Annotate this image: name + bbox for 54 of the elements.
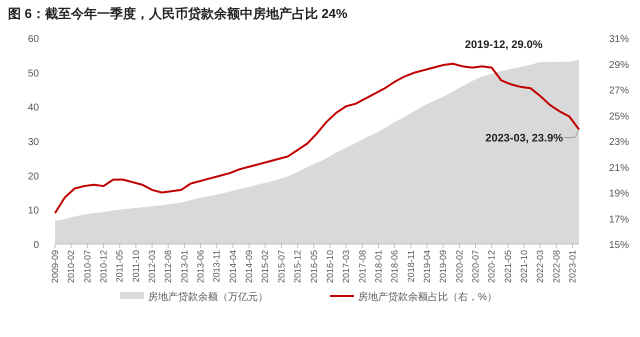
x-tick-label: 2010-02 xyxy=(66,250,76,284)
x-tick-label: 2023-01 xyxy=(568,250,578,284)
x-tick-label: 2019-04 xyxy=(422,250,432,284)
y2-tick-label: 29% xyxy=(609,60,630,71)
x-tick-label: 2021-05 xyxy=(502,250,513,284)
x-tick-label: 2021-10 xyxy=(519,250,530,284)
y2-tick-label: 19% xyxy=(609,188,630,200)
x-tick-label: 2009-09 xyxy=(50,250,60,284)
x-tick-label: 2012-03 xyxy=(147,250,158,284)
x-tick-label: 2015-02 xyxy=(260,250,270,284)
x-tick-label: 2018-06 xyxy=(390,250,400,284)
x-tick-label: 2014-04 xyxy=(228,250,238,284)
x-tick-label: 2022-08 xyxy=(551,250,562,284)
x-tick-label: 2018-11 xyxy=(406,250,416,282)
y-tick-label: 50 xyxy=(28,68,40,80)
x-tick-label: 2012-08 xyxy=(163,250,174,284)
y-tick-label: 30 xyxy=(28,137,40,148)
y2-tick-label: 17% xyxy=(609,214,630,226)
x-tick-label: 2019-09 xyxy=(438,250,448,284)
x-tick-label: 2016-10 xyxy=(324,250,335,284)
annotation: 2019-12, 29.0% xyxy=(464,38,543,51)
x-tick-label: 2018-01 xyxy=(373,250,384,284)
y-tick-label: 60 xyxy=(28,34,40,45)
x-tick-label: 2013-06 xyxy=(196,250,206,284)
x-tick-label: 2022-03 xyxy=(535,250,546,284)
x-tick-label: 2015-12 xyxy=(292,250,303,284)
x-tick-label: 2011-10 xyxy=(130,250,141,282)
legend-label: 房地产贷款余额占比（右，%） xyxy=(358,291,497,303)
y-tick-label: 20 xyxy=(28,171,40,182)
x-tick-label: 2013-01 xyxy=(179,250,190,284)
chart-title: 图 6：截至今年一季度，人民币贷款余额中房地产占比 24% xyxy=(8,6,348,21)
x-tick-label: 2016-05 xyxy=(308,250,319,284)
y2-tick-label: 15% xyxy=(609,240,630,251)
y2-tick-label: 27% xyxy=(609,86,630,96)
x-tick-label: 2010-07 xyxy=(82,250,92,284)
x-tick-label: 2020-02 xyxy=(454,250,464,284)
x-tick-label: 2015-07 xyxy=(276,250,286,284)
x-tick-label: 2020-12 xyxy=(486,250,497,284)
x-tick-label: 2013-11 xyxy=(212,250,222,282)
legend-label: 房地产贷款余额（万亿元） xyxy=(148,291,268,303)
y-tick-label: 40 xyxy=(28,102,40,114)
x-tick-label: 2020-07 xyxy=(470,250,480,284)
y2-tick-label: 25% xyxy=(609,111,630,122)
x-tick-label: 2011-05 xyxy=(114,250,125,282)
y2-tick-label: 31% xyxy=(609,34,630,45)
y2-tick-label: 21% xyxy=(609,162,630,174)
annotation: 2023-03, 23.9% xyxy=(485,132,564,144)
y2-tick-label: 23% xyxy=(609,137,630,148)
x-tick-label: 2017-08 xyxy=(357,250,368,284)
x-tick-label: 2010-12 xyxy=(98,250,109,284)
y-tick-label: 0 xyxy=(33,240,40,251)
y-tick-label: 10 xyxy=(28,206,40,217)
x-tick-label: 2014-09 xyxy=(244,250,254,284)
x-tick-label: 2017-03 xyxy=(341,250,352,284)
